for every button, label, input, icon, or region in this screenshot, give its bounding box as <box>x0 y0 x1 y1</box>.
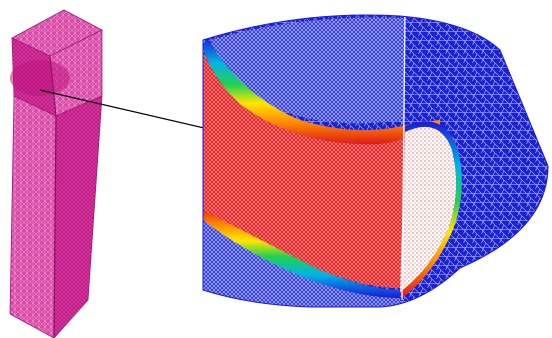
column-lower-front-face <box>9 95 57 338</box>
pointer-arrow <box>39 89 218 134</box>
gradient-band-cut-face <box>400 121 462 298</box>
gradient-band-bottom <box>203 206 400 298</box>
section-cut-face <box>400 126 457 292</box>
column-refined-region <box>10 60 70 96</box>
gradient-band-top <box>203 36 440 145</box>
column-mesh <box>9 9 103 338</box>
section-inner-red-region <box>203 50 410 289</box>
section-outline <box>202 14 549 308</box>
column-lower-side-face <box>53 95 103 338</box>
section-detail <box>203 15 548 307</box>
